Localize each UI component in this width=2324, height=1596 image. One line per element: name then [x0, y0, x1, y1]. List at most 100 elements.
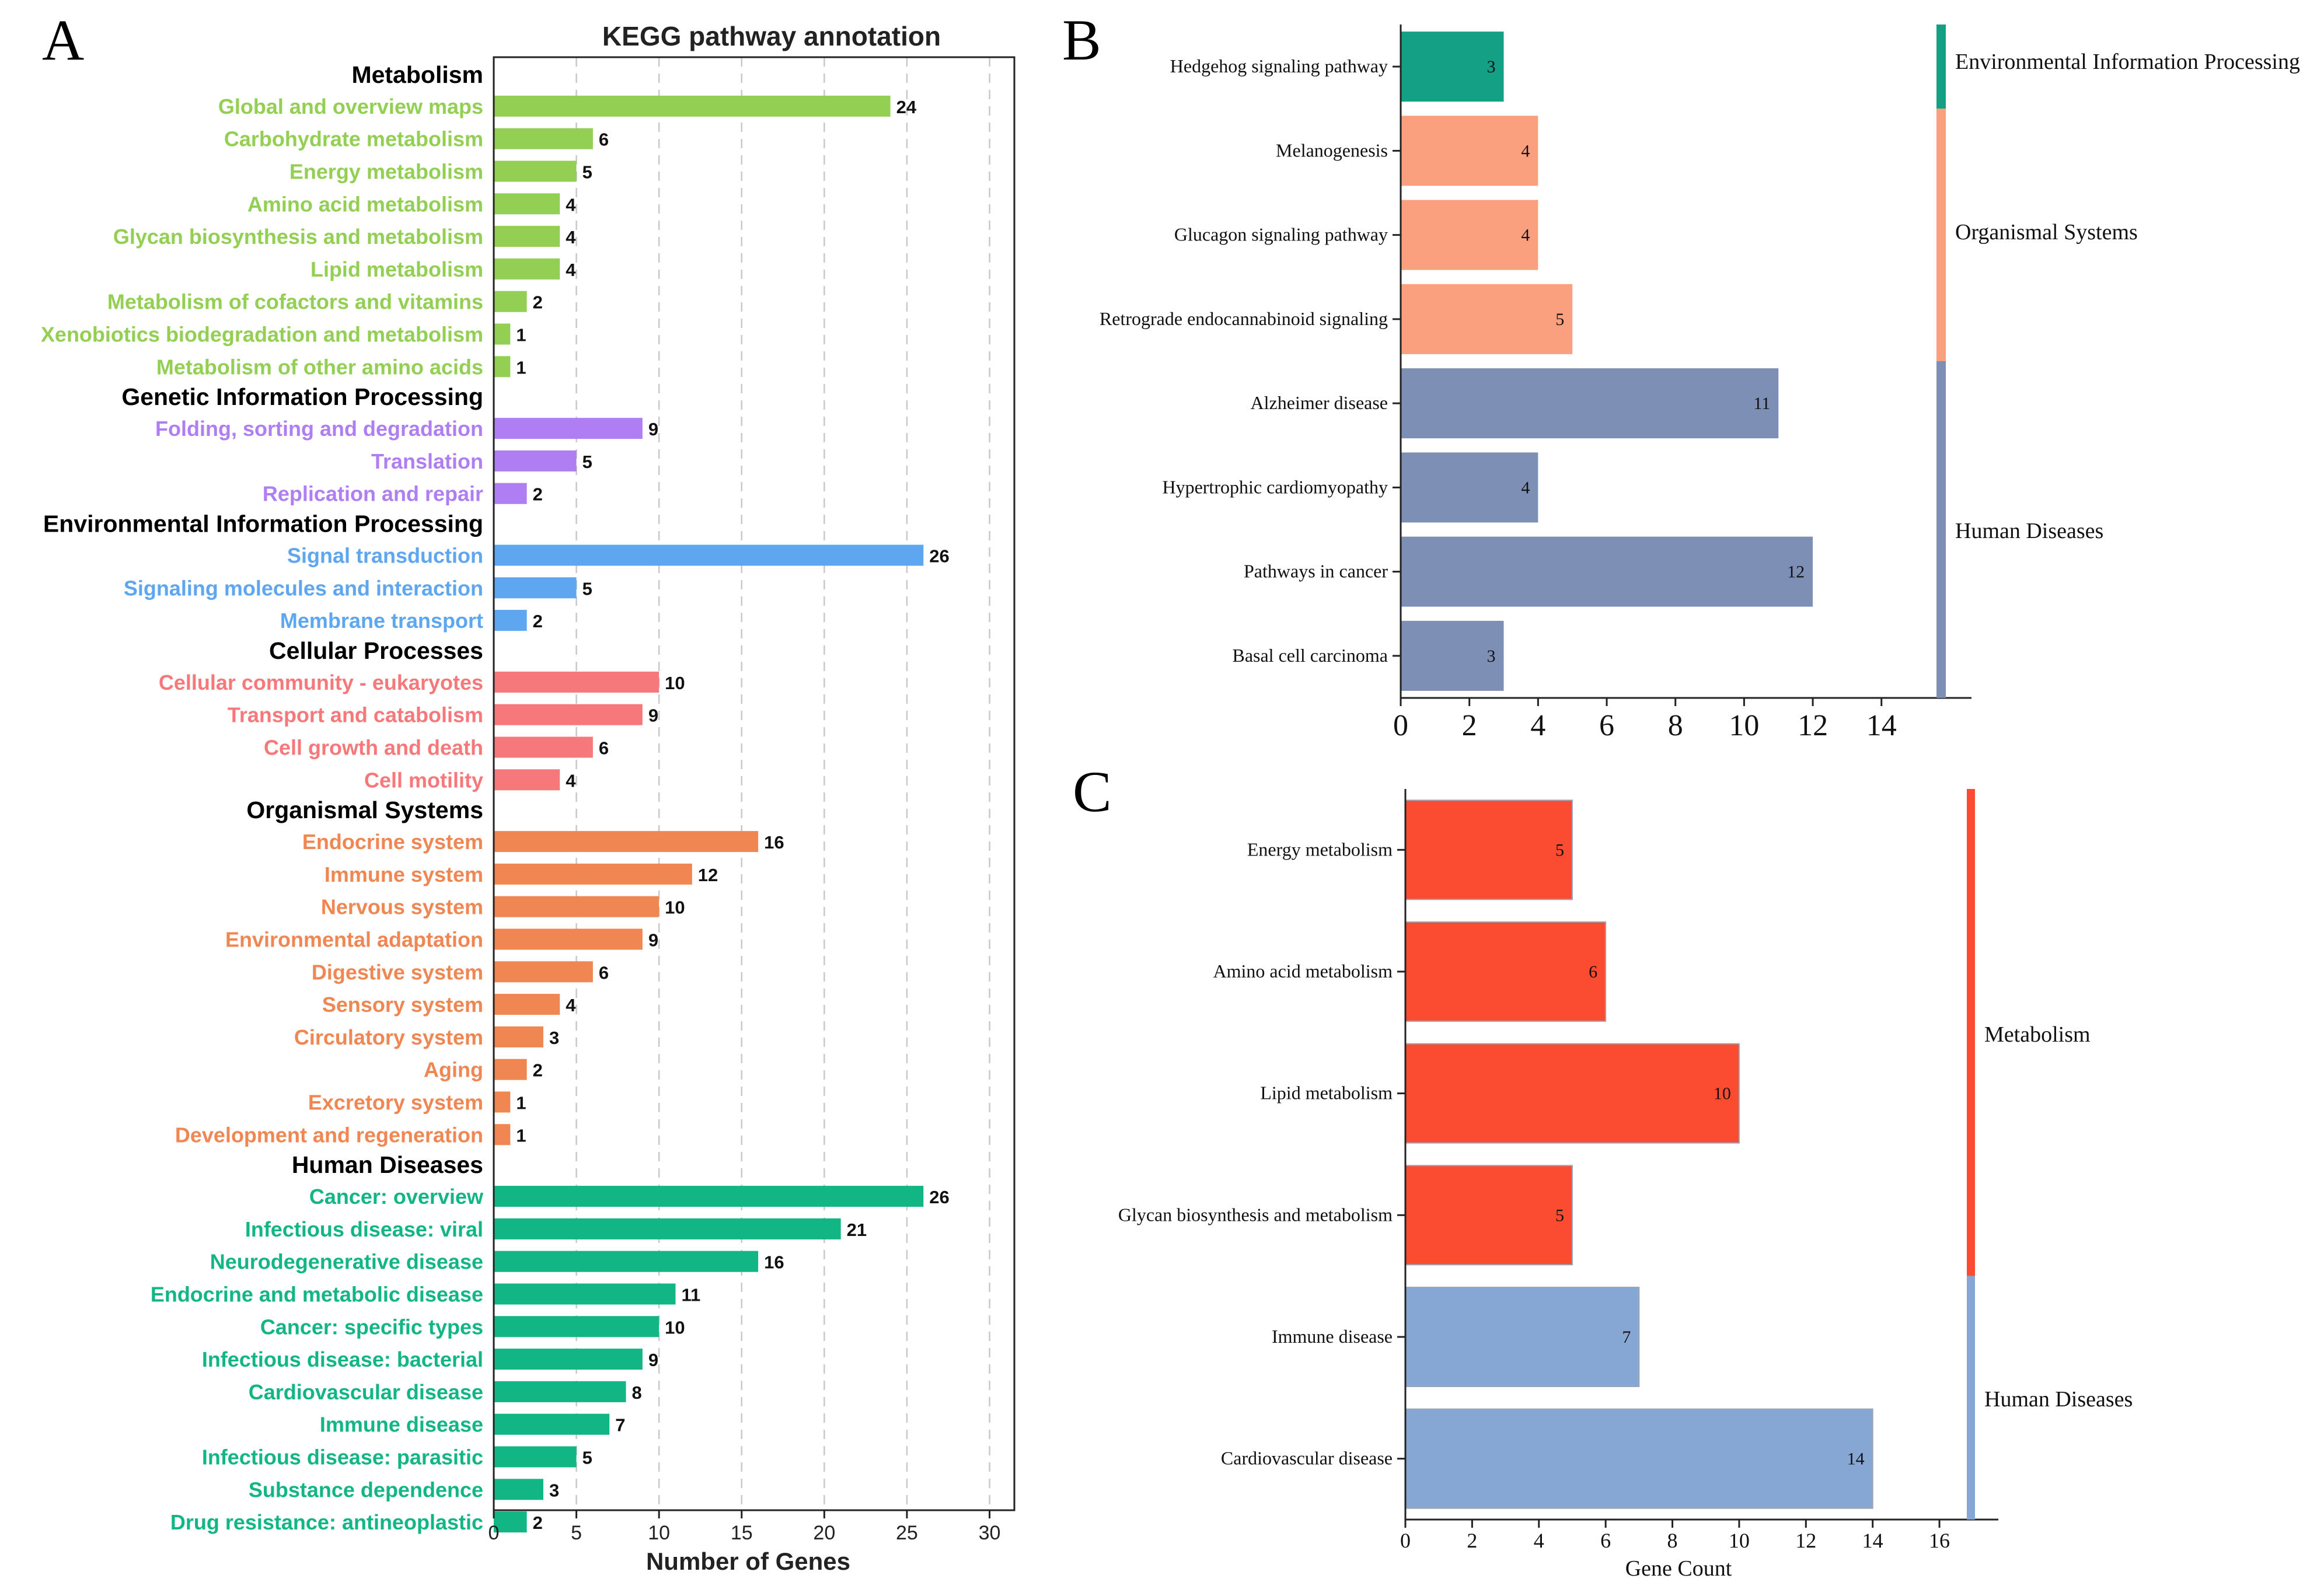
bar-label: Cancer: specific types: [260, 1315, 483, 1339]
bar-label: Carbohydrate metabolism: [224, 127, 483, 151]
bar-value-label: 5: [582, 578, 592, 599]
bar-label: Global and overview maps: [218, 95, 483, 118]
bar-value-label: 2: [533, 611, 543, 631]
bar-label: Cell motility: [364, 768, 483, 792]
bar-value-label: 14: [1847, 1450, 1865, 1469]
bar-value-label: 1: [516, 1093, 526, 1113]
category-label: Basal cell carcinoma: [1232, 645, 1388, 666]
bar-label: Aging: [424, 1058, 483, 1082]
bar-value-label: 12: [1787, 563, 1805, 582]
x-tick-label: 8: [1667, 1529, 1678, 1552]
bar-value-label: 4: [1521, 141, 1530, 160]
bar-value-label: 9: [648, 1350, 658, 1370]
x-tick-label: 10: [648, 1522, 670, 1544]
x-tick-label: 25: [896, 1522, 918, 1544]
category-header: Organismal Systems: [246, 797, 483, 823]
bar-label: Energy metabolism: [289, 160, 483, 184]
bar-label: Glycan biosynthesis and metabolism: [113, 225, 483, 249]
x-tick-label: 14: [1862, 1529, 1883, 1552]
x-tick-label: 0: [1400, 1529, 1411, 1552]
bar-value-label: 5: [1555, 840, 1564, 860]
bar-label: Development and regeneration: [175, 1123, 483, 1147]
bar-label: Replication and repair: [263, 482, 483, 506]
bar: [494, 1479, 543, 1500]
bar: [494, 160, 577, 182]
bar-label: Substance dependence: [249, 1478, 483, 1501]
bar-label: Membrane transport: [280, 609, 483, 633]
bar-label: Nervous system: [321, 895, 483, 919]
group-label: Environmental Information Processing: [1955, 50, 2300, 74]
bar: [1401, 452, 1538, 523]
bar: [494, 1413, 610, 1435]
category-header: Human Diseases: [292, 1151, 483, 1178]
plot-frame: [493, 56, 1016, 1511]
bar-label: Circulatory system: [294, 1025, 483, 1049]
bar-label: Metabolism of cofactors and vitamins: [107, 290, 483, 314]
bar-value-label: 10: [1714, 1084, 1731, 1103]
x-tick-label: 16: [1929, 1529, 1950, 1552]
bar: [494, 863, 692, 885]
bar: [1401, 368, 1779, 439]
bar-value-label: 2: [533, 484, 543, 505]
bar: [1401, 200, 1538, 270]
bar: [494, 769, 560, 791]
bar-label: Signaling molecules and interaction: [124, 576, 483, 600]
bar-value-label: 11: [681, 1285, 700, 1305]
category-label: Melanogenesis: [1276, 139, 1388, 160]
bar: [1405, 799, 1573, 900]
bar: [494, 1026, 543, 1047]
bar-value-label: 26: [929, 546, 949, 567]
bar: [494, 961, 593, 983]
bar: [1401, 620, 1504, 691]
x-tick-label: 5: [571, 1522, 582, 1544]
bar-value-label: 2: [533, 292, 543, 313]
bar: [494, 323, 511, 345]
group-label: Human Diseases: [1984, 1387, 2133, 1412]
x-tick-label: 14: [1866, 709, 1897, 742]
bar-label: Lipid metabolism: [310, 257, 483, 281]
bar-label: Translation: [371, 449, 483, 473]
bar-value-label: 16: [764, 832, 784, 853]
bar-value-label: 9: [648, 930, 658, 951]
bar: [494, 831, 759, 853]
bar-value-label: 24: [896, 97, 917, 117]
x-tick-label: 10: [1729, 709, 1759, 742]
bar-label: Cellular community - eukaryotes: [159, 670, 483, 694]
x-tick-label: 4: [1534, 1529, 1544, 1552]
bar: [494, 226, 560, 247]
bar-value-label: 4: [566, 260, 576, 280]
bar-label: Metabolism of other amino acids: [156, 355, 483, 379]
bar-value-label: 6: [1589, 962, 1597, 982]
bar-value-label: 1: [516, 325, 526, 345]
category-label: Pathways in cancer: [1244, 561, 1388, 582]
bar: [1401, 32, 1504, 102]
panel-a-letter: A: [42, 8, 84, 72]
x-tick-label: 30: [979, 1522, 1001, 1544]
bar: [494, 577, 577, 599]
bar-value-label: 4: [566, 770, 576, 791]
bar-label: Amino acid metabolism: [247, 192, 483, 216]
bar-value-label: 7: [615, 1415, 625, 1436]
bar: [494, 671, 659, 693]
bar-label: Cancer: overview: [309, 1185, 484, 1209]
bar: [494, 356, 511, 378]
bar: [494, 704, 643, 725]
category-label: Cardiovascular disease: [1221, 1448, 1393, 1469]
chart-title: KEGG pathway annotation: [602, 21, 941, 51]
bar-label: Infectious disease: parasitic: [202, 1445, 483, 1469]
bar-label: Folding, sorting and degradation: [155, 417, 483, 441]
group-label: Metabolism: [1984, 1022, 2091, 1047]
bar: [494, 193, 560, 215]
bar-label: Digestive system: [312, 960, 483, 984]
bar-value-label: 16: [764, 1252, 784, 1273]
bar-value-label: 4: [566, 227, 576, 247]
bar: [494, 994, 560, 1015]
x-tick-label: 10: [1729, 1529, 1750, 1552]
bar-value-label: 4: [1521, 226, 1530, 245]
category-header: Genetic Information Processing: [121, 383, 483, 410]
category-header: Cellular Processes: [269, 637, 483, 664]
bar-label: Immune system: [324, 862, 483, 886]
bar-label: Transport and catabolism: [228, 703, 483, 727]
bar: [1405, 1165, 1573, 1266]
